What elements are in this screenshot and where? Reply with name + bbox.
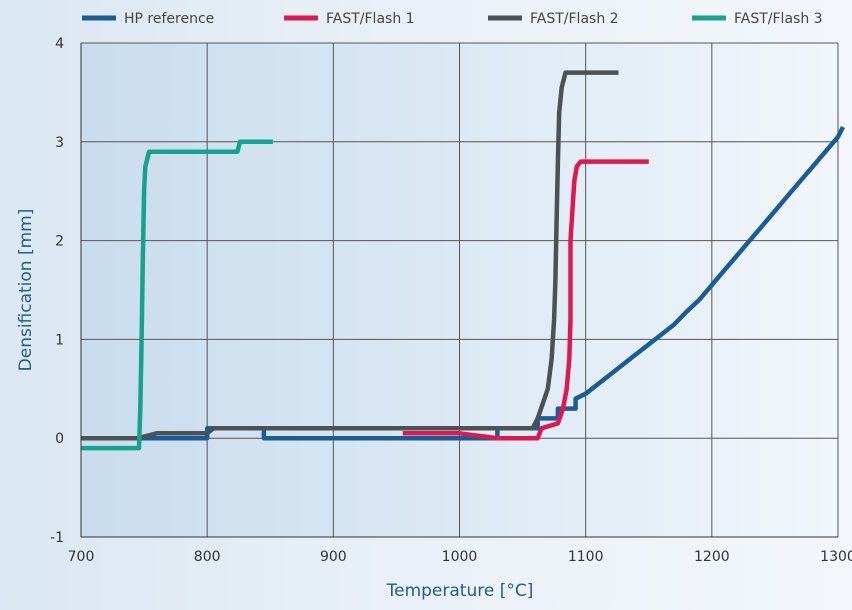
y-tick-label: 3 [55, 135, 64, 151]
series-line [81, 70, 619, 441]
legend: HP reference FAST/Flash 1 FAST/Flash 2 FAST… [82, 11, 823, 27]
series-line [81, 125, 846, 441]
series-line [402, 159, 649, 441]
x-tick-label: 1300 [820, 549, 852, 565]
legend-label: FAST/Flash 1 [326, 11, 415, 27]
y-axis-title: Densification [mm] [16, 209, 36, 372]
x-tick-label: 700 [68, 549, 95, 565]
x-tick-label: 1200 [694, 549, 730, 565]
legend-label: FAST/Flash 3 [734, 11, 823, 27]
y-tick-label: -1 [50, 530, 64, 546]
x-tick-label: 1100 [568, 549, 604, 565]
series-line [81, 139, 273, 451]
y-tick-label: 0 [55, 431, 64, 447]
y-tick-label: 4 [55, 36, 64, 52]
x-axis-title: Temperature [°C] [386, 581, 534, 601]
y-tick-label: 1 [55, 332, 64, 348]
series-layer [81, 70, 846, 451]
legend-label: HP reference [124, 11, 214, 27]
axes: 700 800 900 1000 1100 1200 1300 -1 0 1 2 3 4 [50, 36, 852, 565]
y-tick-label: 2 [55, 234, 64, 250]
x-tick-label: 1000 [442, 549, 478, 565]
x-tick-label: 900 [320, 549, 347, 565]
legend-label: FAST/Flash 2 [530, 11, 619, 27]
x-tick-label: 800 [194, 549, 221, 565]
